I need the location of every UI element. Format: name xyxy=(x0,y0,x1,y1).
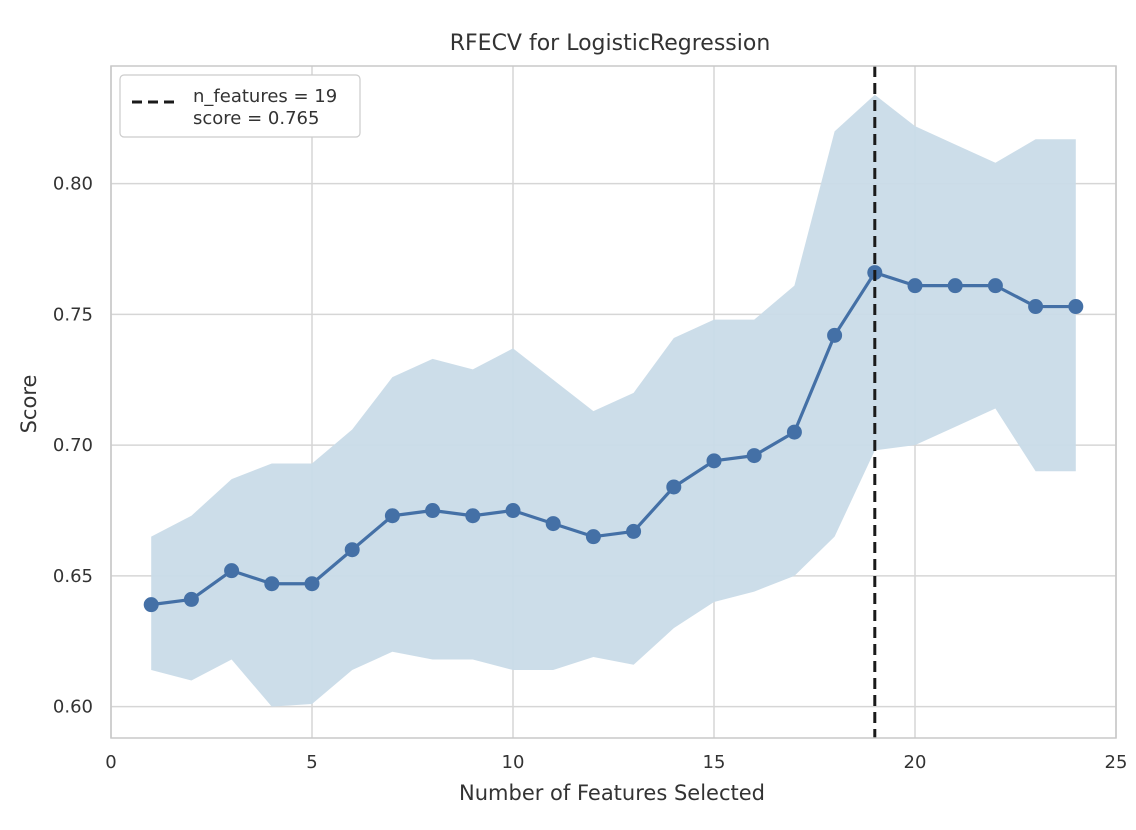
y-tick-label: 0.75 xyxy=(53,304,93,325)
y-tick-label: 0.70 xyxy=(53,435,93,456)
score-marker xyxy=(545,516,561,532)
x-tick-label: 20 xyxy=(904,752,927,773)
tick-layer: 0 5 10 15 20 25 0.60 0.65 0.70 0.75 0.80 xyxy=(53,174,1128,773)
y-tick-label: 0.65 xyxy=(53,566,93,587)
score-marker xyxy=(1068,299,1084,315)
score-marker xyxy=(947,278,963,294)
y-tick-label: 0.60 xyxy=(53,697,93,718)
score-marker xyxy=(264,576,280,592)
legend-n-features-text: n_features = 19 xyxy=(193,86,337,107)
band-layer xyxy=(151,94,1076,707)
legend-box xyxy=(119,74,361,138)
score-marker xyxy=(425,503,441,519)
score-marker xyxy=(987,278,1003,294)
x-tick-label: 25 xyxy=(1105,752,1128,773)
score-marker xyxy=(786,424,802,440)
chart-title: RFECV for LogisticRegression xyxy=(450,31,771,56)
score-marker xyxy=(224,563,240,579)
y-axis-label: Score xyxy=(17,375,41,434)
marker-layer xyxy=(143,265,1084,613)
score-marker xyxy=(706,453,722,469)
score-marker xyxy=(626,523,642,539)
x-tick-label: 15 xyxy=(703,752,726,773)
x-tick-label: 0 xyxy=(105,752,116,773)
y-tick-label: 0.80 xyxy=(53,174,93,195)
score-marker xyxy=(827,327,843,343)
score-marker xyxy=(746,448,762,464)
plot-frame xyxy=(110,65,1117,739)
x-tick-label: 5 xyxy=(306,752,317,773)
score-marker xyxy=(384,508,400,524)
legend: n_features = 19 score = 0.765 xyxy=(119,74,361,138)
score-std-band xyxy=(151,94,1076,707)
frame-layer xyxy=(110,65,1117,739)
x-axis-label: Number of Features Selected xyxy=(459,781,765,805)
score-marker xyxy=(143,597,159,613)
score-marker xyxy=(666,479,682,495)
score-marker xyxy=(465,508,481,524)
legend-score-text: score = 0.765 xyxy=(193,108,319,129)
x-tick-label: 10 xyxy=(502,752,525,773)
score-marker xyxy=(585,529,601,545)
score-marker xyxy=(304,576,320,592)
score-marker xyxy=(344,542,360,558)
score-marker xyxy=(1028,299,1044,315)
score-marker xyxy=(183,591,199,607)
score-marker xyxy=(505,503,521,519)
score-marker xyxy=(907,278,923,294)
